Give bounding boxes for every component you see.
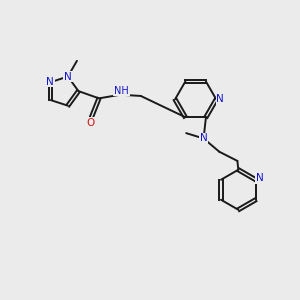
Text: N: N	[256, 173, 263, 183]
Text: N: N	[217, 94, 224, 104]
Text: NH: NH	[114, 85, 129, 96]
Text: O: O	[86, 118, 94, 128]
Text: N: N	[200, 134, 208, 143]
Text: N: N	[64, 71, 72, 82]
Text: N: N	[46, 76, 54, 86]
